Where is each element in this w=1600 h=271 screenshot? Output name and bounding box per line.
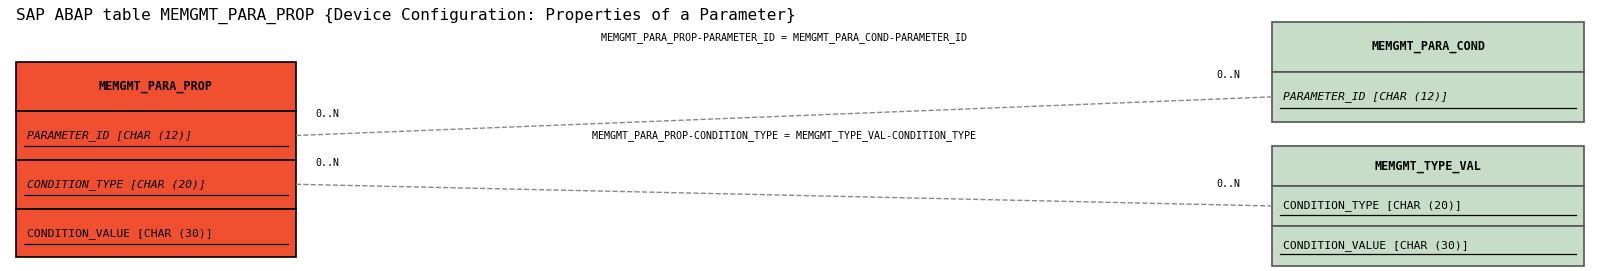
FancyBboxPatch shape bbox=[1272, 72, 1584, 122]
FancyBboxPatch shape bbox=[1272, 146, 1584, 186]
Text: MEMGMT_PARA_PROP: MEMGMT_PARA_PROP bbox=[99, 80, 213, 93]
FancyBboxPatch shape bbox=[1272, 22, 1584, 72]
Text: PARAMETER_ID [CHAR (12)]: PARAMETER_ID [CHAR (12)] bbox=[1283, 91, 1448, 102]
Text: MEMGMT_PARA_COND: MEMGMT_PARA_COND bbox=[1371, 40, 1485, 53]
Text: CONDITION_TYPE [CHAR (20)]: CONDITION_TYPE [CHAR (20)] bbox=[1283, 201, 1462, 211]
Text: MEMGMT_PARA_PROP-CONDITION_TYPE = MEMGMT_TYPE_VAL-CONDITION_TYPE: MEMGMT_PARA_PROP-CONDITION_TYPE = MEMGMT… bbox=[592, 130, 976, 141]
Text: PARAMETER_ID [CHAR (12)]: PARAMETER_ID [CHAR (12)] bbox=[27, 130, 192, 141]
Text: SAP ABAP table MEMGMT_PARA_PROP {Device Configuration: Properties of a Parameter: SAP ABAP table MEMGMT_PARA_PROP {Device … bbox=[16, 8, 795, 24]
FancyBboxPatch shape bbox=[16, 160, 296, 209]
Text: MEMGMT_PARA_PROP-PARAMETER_ID = MEMGMT_PARA_COND-PARAMETER_ID: MEMGMT_PARA_PROP-PARAMETER_ID = MEMGMT_P… bbox=[602, 33, 966, 43]
Text: CONDITION_VALUE [CHAR (30)]: CONDITION_VALUE [CHAR (30)] bbox=[1283, 240, 1469, 251]
FancyBboxPatch shape bbox=[16, 62, 296, 111]
FancyBboxPatch shape bbox=[16, 209, 296, 257]
FancyBboxPatch shape bbox=[1272, 226, 1584, 266]
Text: MEMGMT_TYPE_VAL: MEMGMT_TYPE_VAL bbox=[1374, 160, 1482, 173]
Text: 0..N: 0..N bbox=[315, 109, 339, 119]
FancyBboxPatch shape bbox=[16, 111, 296, 160]
Text: CONDITION_VALUE [CHAR (30)]: CONDITION_VALUE [CHAR (30)] bbox=[27, 228, 213, 238]
Text: CONDITION_TYPE [CHAR (20)]: CONDITION_TYPE [CHAR (20)] bbox=[27, 179, 206, 190]
Text: 0..N: 0..N bbox=[315, 158, 339, 167]
Text: 0..N: 0..N bbox=[1216, 179, 1240, 189]
FancyBboxPatch shape bbox=[1272, 186, 1584, 226]
Text: 0..N: 0..N bbox=[1216, 70, 1240, 80]
